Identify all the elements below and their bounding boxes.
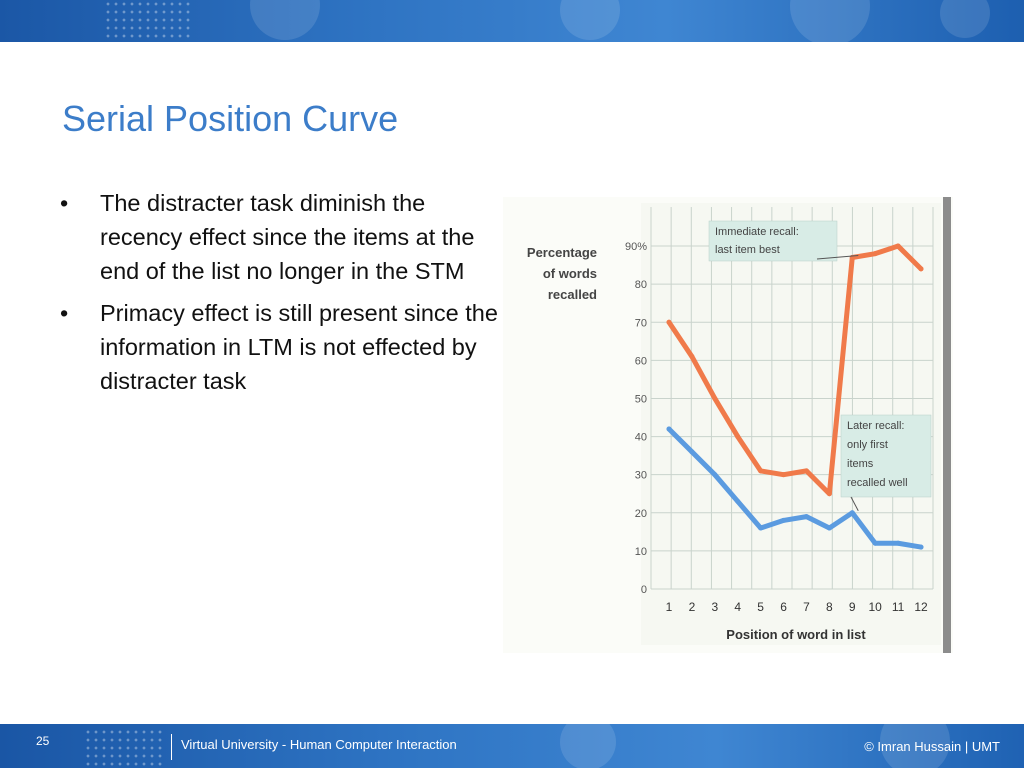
- footer-bubble: [880, 724, 950, 768]
- x-tick-label: 3: [711, 600, 718, 614]
- y-tick-label: 0: [641, 584, 647, 596]
- annotation-pointer: [816, 254, 859, 260]
- x-tick-label: 8: [826, 600, 833, 614]
- data-point: [735, 498, 741, 504]
- data-point: [826, 525, 832, 531]
- bullet-item: • Primacy effect is still present since …: [58, 296, 506, 398]
- data-point: [895, 243, 901, 249]
- bullet-item: • The distracter task diminish the recen…: [58, 186, 506, 288]
- y-tick-label: 30: [635, 470, 647, 482]
- annotation-text: Later recall:: [847, 420, 904, 432]
- footer-copyright: © Imran Hussain | UMT: [864, 739, 1000, 754]
- x-tick-label: 9: [849, 600, 856, 614]
- bullet-text: The distracter task diminish the recency…: [100, 190, 475, 284]
- series-line-later-recall: [666, 426, 924, 550]
- bullet-text: Primacy effect is still present since th…: [100, 300, 498, 394]
- data-point: [758, 468, 764, 474]
- annotation-pointer: [850, 496, 859, 512]
- data-point: [872, 540, 878, 546]
- data-point: [666, 319, 672, 325]
- data-point: [872, 251, 878, 257]
- annotation-box: [708, 220, 838, 262]
- x-tick-label: 7: [803, 600, 810, 614]
- x-tick-label: 11: [892, 600, 905, 614]
- page-number: 25: [36, 734, 50, 748]
- data-point: [735, 434, 741, 440]
- y-axis-label: recalled: [548, 287, 597, 302]
- data-point: [803, 468, 809, 474]
- y-tick-label: 50: [635, 393, 647, 405]
- data-point: [781, 517, 787, 523]
- bullet-list: • The distracter task diminish the recen…: [58, 186, 506, 406]
- data-point: [849, 510, 855, 516]
- x-tick-label: 6: [780, 600, 787, 614]
- header-bubble: [940, 0, 990, 38]
- annotation-text: only first: [847, 439, 888, 451]
- annotation-text: last item best: [715, 244, 780, 256]
- y-axis-label: of words: [543, 266, 597, 281]
- header-band: [0, 0, 1024, 42]
- slide-title: Serial Position Curve: [62, 98, 399, 139]
- x-tick-label: 12: [914, 600, 928, 614]
- annotation-box: [840, 414, 932, 498]
- footer-dot-pattern: [84, 728, 164, 768]
- bullet-marker: •: [60, 300, 69, 326]
- axis-labels: Percentage of words recalled Position of wo…: [527, 245, 866, 642]
- x-axis-label: Position of word in list: [726, 627, 866, 642]
- header-bubble: [790, 0, 870, 42]
- y-tick-label: 60: [635, 355, 647, 367]
- y-tick-label: 20: [635, 508, 647, 520]
- data-point: [712, 472, 718, 478]
- y-tick-label: 90%: [625, 241, 647, 253]
- footer-band: [0, 724, 1024, 768]
- y-tick-label: 80: [635, 279, 647, 291]
- x-tick-label: 2: [689, 600, 696, 614]
- data-point: [758, 525, 764, 531]
- footer-course-title: Virtual University - Human Computer Inte…: [181, 737, 457, 752]
- footer-bubble: [560, 724, 616, 768]
- annotation-text: recalled well: [847, 477, 908, 489]
- chart-edge-bar: [943, 197, 951, 653]
- data-point: [689, 449, 695, 455]
- footer-divider: [171, 734, 172, 760]
- series-line-immediate-recall: [666, 243, 924, 497]
- serial-position-chart: 0 10 20 30 40 50 60 70 80 90% 1 2 3 4 5 6 7 8 9 10 11 12 Imme…: [503, 197, 953, 653]
- data-point: [712, 395, 718, 401]
- data-point: [826, 491, 832, 497]
- y-axis-label: Percentage: [527, 245, 597, 260]
- annotations: Immediate recall: last item best Later rec…: [708, 220, 932, 512]
- bullet-marker: •: [60, 190, 69, 216]
- annotation-text: items: [847, 458, 874, 470]
- data-point: [666, 426, 672, 432]
- annotation-text: Immediate recall:: [715, 226, 799, 238]
- data-series: [666, 243, 924, 550]
- header-bubble: [250, 0, 320, 40]
- data-point: [689, 354, 695, 360]
- header-dot-pattern: [104, 0, 194, 40]
- x-tick-label: 4: [734, 600, 741, 614]
- x-tick-label: 1: [666, 600, 673, 614]
- data-point: [918, 266, 924, 272]
- y-tick-label: 10: [635, 546, 647, 558]
- y-tick-label: 70: [635, 317, 647, 329]
- data-point: [918, 544, 924, 550]
- header-bubble: [560, 0, 620, 40]
- x-tick-label: 10: [869, 600, 883, 614]
- data-point: [803, 514, 809, 520]
- y-tick-label: 40: [635, 432, 647, 444]
- x-tick-label: 5: [757, 600, 764, 614]
- data-point: [895, 540, 901, 546]
- data-point: [781, 472, 787, 478]
